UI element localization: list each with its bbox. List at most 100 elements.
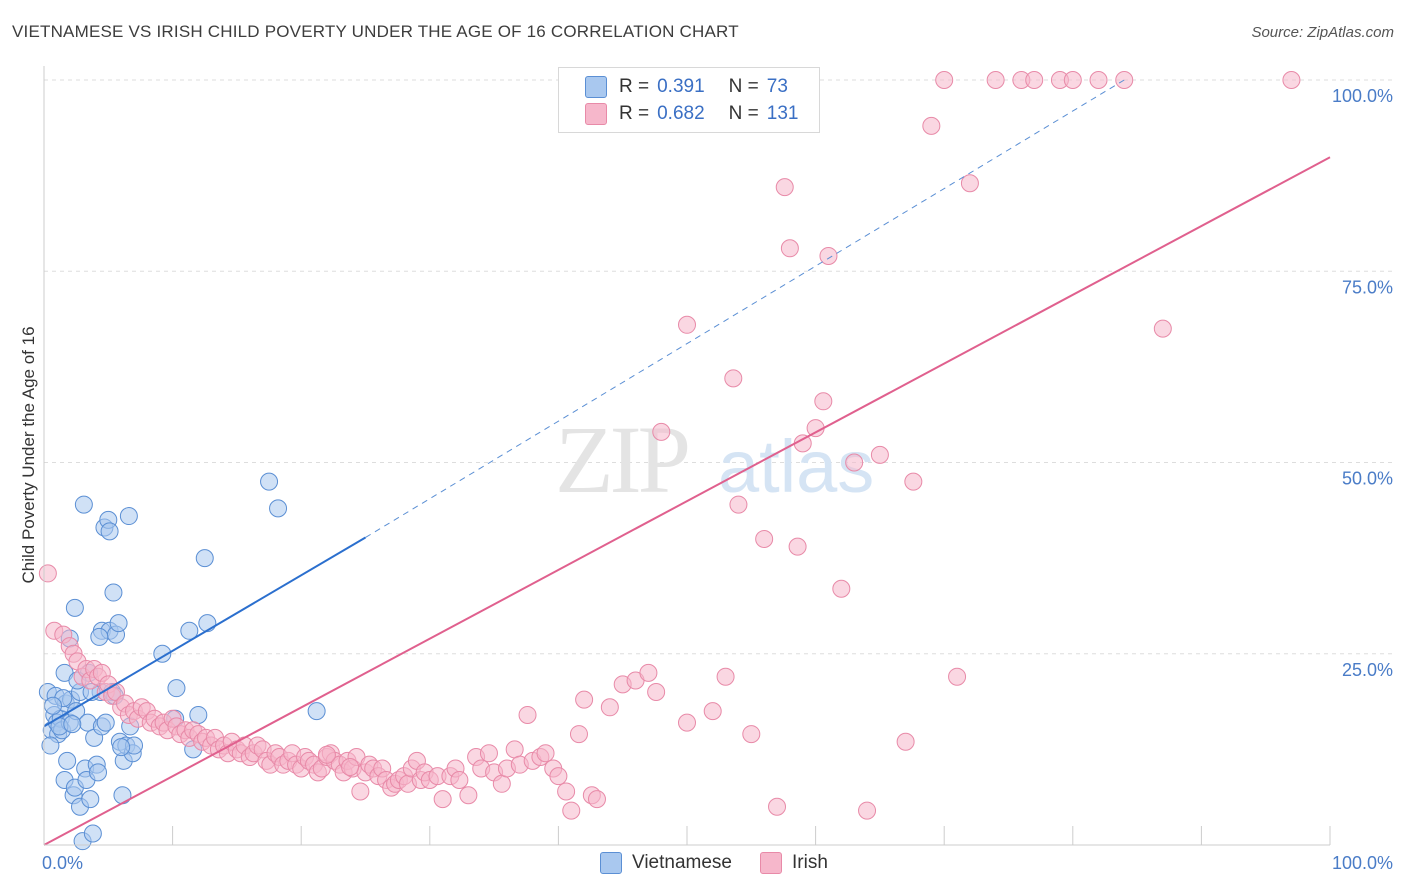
- vietnamese-point: [113, 786, 132, 805]
- watermark: ZIP atlas: [555, 406, 874, 513]
- irish-point: [575, 690, 594, 709]
- irish-point: [433, 790, 452, 809]
- watermark-zip: ZIP: [555, 406, 688, 513]
- vietnamese-point: [180, 621, 199, 640]
- irish-point: [678, 713, 696, 732]
- irish-point: [768, 797, 787, 816]
- irish-point: [652, 422, 671, 441]
- irish-point: [896, 732, 915, 751]
- legend-row-vietnamese: R = 0.391 N = 73: [585, 73, 788, 101]
- irish-point: [716, 667, 735, 686]
- bottom-legend: Vietnamese Irish: [600, 852, 856, 874]
- irish-point: [788, 537, 807, 556]
- legend-row-irish: R = 0.682 N = 131: [585, 100, 798, 128]
- vietnamese-point: [89, 763, 108, 782]
- vietnamese-trend-extension: [365, 79, 1125, 538]
- irish-point: [505, 740, 524, 759]
- irish-point: [647, 683, 666, 701]
- irish-point: [569, 725, 588, 744]
- irish-point: [562, 801, 581, 820]
- legend-n-label: N =: [728, 103, 759, 124]
- grid: [44, 79, 1395, 655]
- irish-point: [832, 579, 851, 598]
- vietnamese-point: [96, 713, 115, 732]
- irish-point: [775, 178, 794, 197]
- irish-point: [557, 782, 576, 801]
- y-tick-label: 100.0%: [1332, 86, 1393, 106]
- vietnamese-point: [90, 627, 109, 646]
- irish-point: [742, 725, 761, 744]
- irish-point: [351, 782, 370, 801]
- vietnamese-point: [44, 696, 63, 715]
- irish-point: [1063, 71, 1082, 89]
- irish-point: [38, 564, 57, 583]
- irish-point: [814, 392, 833, 411]
- irish-point: [450, 770, 469, 789]
- legend-n-value: 73: [766, 76, 788, 97]
- irish-point: [845, 453, 864, 472]
- irish-point: [858, 801, 877, 820]
- legend-r-label: R =: [619, 103, 650, 124]
- irish-point: [1282, 71, 1301, 89]
- vietnamese-point: [65, 598, 84, 617]
- irish-point: [703, 702, 722, 721]
- irish-point: [922, 116, 941, 135]
- irish-point: [819, 246, 838, 265]
- irish-point: [1089, 71, 1108, 89]
- legend-label-vietnamese: Vietnamese: [632, 852, 732, 873]
- vietnamese-point: [307, 702, 326, 721]
- irish-point: [960, 174, 979, 193]
- legend-swatch-irish: [585, 103, 607, 125]
- y-tick-label: 50.0%: [1342, 469, 1393, 489]
- vietnamese-points: [38, 472, 326, 851]
- vietnamese-point: [195, 549, 214, 568]
- irish-point: [639, 663, 658, 682]
- vietnamese-point: [58, 751, 77, 770]
- irish-point: [600, 698, 619, 717]
- irish-point: [479, 744, 498, 763]
- vietnamese-point: [167, 679, 186, 698]
- vietnamese-point: [198, 614, 217, 633]
- vietnamese-point: [119, 507, 138, 526]
- irish-point: [492, 774, 511, 793]
- vietnamese-point: [83, 824, 102, 843]
- irish-point: [724, 369, 743, 388]
- vietnamese-point: [260, 472, 279, 491]
- vietnamese-point: [109, 614, 128, 633]
- vietnamese-point: [269, 499, 288, 518]
- irish-point: [1153, 319, 1172, 338]
- legend-item-vietnamese: Vietnamese: [600, 852, 732, 874]
- y-tick-label: 25.0%: [1342, 660, 1393, 680]
- irish-point: [870, 445, 889, 464]
- vietnamese-point: [100, 522, 119, 541]
- y-tick-label: 75.0%: [1342, 277, 1393, 297]
- irish-point: [341, 757, 360, 776]
- vietnamese-point: [74, 495, 93, 514]
- irish-point: [549, 767, 568, 786]
- vietnamese-trend-line: [43, 536, 367, 728]
- irish-point: [678, 315, 696, 334]
- legend-swatch-vietnamese: [585, 76, 607, 98]
- irish-point: [518, 705, 537, 724]
- trend-lines: [43, 79, 1331, 846]
- irish-point: [935, 71, 954, 89]
- chart-title: VIETNAMESE VS IRISH CHILD POVERTY UNDER …: [12, 22, 739, 41]
- x-tick-label: 100.0%: [1332, 853, 1393, 873]
- vietnamese-point: [189, 705, 208, 724]
- legend-n-value: 131: [766, 103, 799, 124]
- legend-label-irish: Irish: [792, 852, 828, 873]
- y-axis-label: Child Poverty Under the Age of 16: [19, 326, 38, 583]
- irish-trend-line: [43, 156, 1331, 846]
- legend-swatch-irish: [760, 852, 782, 874]
- vietnamese-point: [63, 715, 82, 734]
- irish-point: [317, 745, 336, 764]
- irish-point: [755, 530, 774, 548]
- irish-point: [729, 495, 748, 514]
- vietnamese-point: [153, 644, 172, 663]
- source-label: Source: ZipAtlas.com: [1251, 24, 1394, 41]
- legend-item-irish: Irish: [760, 852, 828, 874]
- vietnamese-point: [41, 736, 60, 755]
- vietnamese-point: [81, 790, 100, 809]
- legend-r-label: R =: [619, 76, 650, 97]
- legend-n-label: N =: [728, 76, 759, 97]
